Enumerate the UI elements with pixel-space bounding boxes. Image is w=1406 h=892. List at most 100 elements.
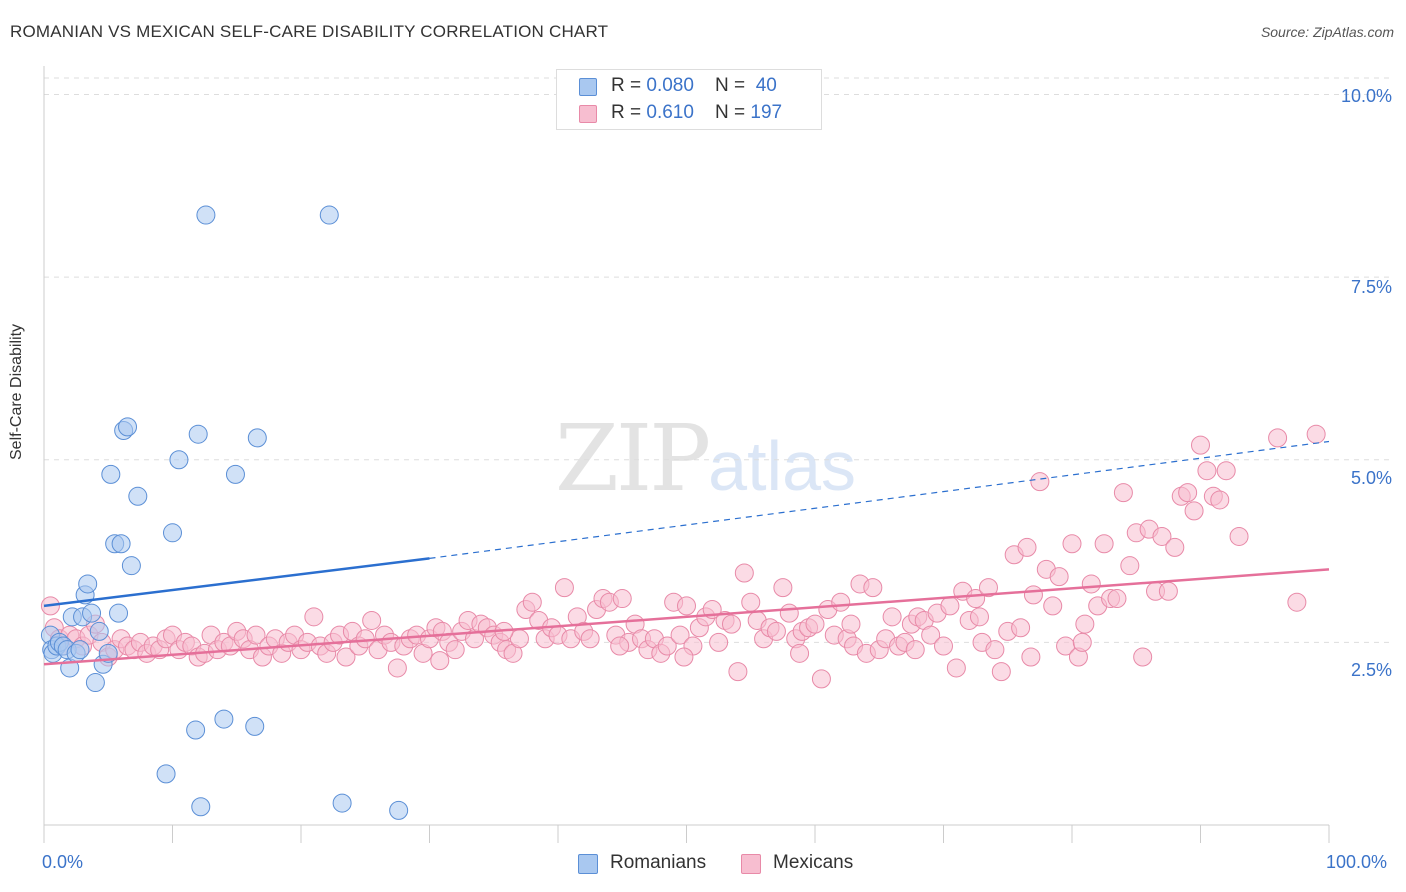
mexican-point — [304, 607, 324, 627]
legend-r-value-mexicans: 0.610 — [646, 102, 694, 123]
legend-n-label: N = — [715, 102, 751, 123]
bottom-legend-label-mexicans: Mexicans — [773, 852, 854, 873]
correlation-legend: R = 0.080 N = 40 R = 0.610 N = 197 — [556, 69, 822, 130]
watermark-zip: ZIP — [555, 405, 711, 512]
mexican-point — [863, 578, 883, 598]
mexican-point — [940, 596, 960, 616]
mexican-point — [841, 614, 861, 634]
romanian-point — [214, 709, 234, 729]
mexican-point — [1120, 556, 1140, 576]
mexican-point — [1158, 581, 1178, 601]
mexican-point — [734, 563, 754, 583]
y-tick-10-0: 10.0% — [1340, 86, 1392, 106]
y-tick-2-5: 2.5% — [1350, 660, 1392, 680]
mexican-point — [1197, 461, 1217, 481]
mexican-point — [709, 632, 729, 652]
mexican-point — [362, 610, 382, 630]
mexican-point — [882, 607, 902, 627]
mexican-point — [790, 643, 810, 663]
bottom-legend-label-romanians: Romanians — [610, 852, 707, 873]
mexican-point — [1178, 483, 1198, 503]
mexican-point — [773, 578, 793, 598]
romanian-point — [70, 640, 90, 660]
y-axis-label: Self-Care Disability — [8, 323, 25, 460]
romanian-point — [78, 574, 98, 594]
mexican-point — [246, 625, 266, 645]
legend-r-value-romanians: 0.080 — [646, 75, 694, 96]
mexican-point — [811, 669, 831, 689]
mexican-point — [430, 651, 450, 671]
mexican-point — [1072, 632, 1092, 652]
romanian-point — [121, 556, 141, 576]
romanian-point — [85, 673, 105, 693]
mexican-point — [1113, 483, 1133, 503]
legend-swatch-romanians — [579, 78, 597, 96]
mexican-point — [831, 592, 851, 612]
romanian-point — [245, 716, 265, 736]
mexican-point — [610, 636, 630, 656]
mexican-point — [921, 625, 941, 645]
x-tick-min: 0.0% — [42, 852, 84, 872]
legend-swatch-mexicans — [579, 105, 597, 123]
romanian-point — [196, 205, 216, 225]
mexican-point — [934, 636, 953, 656]
source-label: Source: ZipAtlas.com — [1260, 24, 1394, 40]
chart-title: ROMANIAN VS MEXICAN SELF-CARE DISABILITY… — [10, 22, 609, 41]
x-tick-max: 100.0% — [1326, 852, 1388, 872]
mexican-point — [905, 640, 925, 660]
y-tick-7-5: 7.5% — [1350, 277, 1392, 297]
mexican-point — [1229, 526, 1249, 546]
mexican-trend-line — [43, 568, 1330, 666]
romanian-point — [186, 720, 206, 740]
legend-n-label: N = — [715, 75, 751, 96]
mexican-point — [1107, 589, 1127, 609]
mexican-point — [612, 589, 632, 609]
bottom-legend-swatch-mexicans — [741, 854, 761, 874]
mexican-point — [1133, 647, 1153, 667]
mexican-point — [677, 596, 696, 616]
mexican-point — [522, 592, 542, 612]
mexican-point — [1287, 592, 1307, 612]
mexican-point — [1268, 428, 1288, 448]
mexican-point — [1081, 574, 1101, 594]
romanian-point — [109, 603, 129, 623]
romanian-point — [188, 424, 208, 444]
mexican-point — [670, 625, 690, 645]
romanian-point — [118, 417, 138, 437]
romanian-point — [389, 800, 409, 820]
romanian-point — [319, 205, 339, 225]
mexican-point — [985, 640, 1005, 660]
mexican-point — [1191, 435, 1210, 455]
watermark: ZIPatlas — [555, 405, 856, 512]
mexican-point — [1075, 614, 1095, 634]
mexican-point — [1184, 501, 1204, 521]
mexican-point — [978, 578, 998, 598]
mexican-point — [387, 658, 407, 678]
mexican-point — [779, 603, 799, 623]
romanian-point — [89, 621, 109, 641]
romanian-point — [128, 486, 148, 506]
mexican-point — [1017, 537, 1037, 557]
mexican-point — [1306, 424, 1326, 444]
romanian-point — [98, 643, 118, 663]
watermark-atlas: atlas — [708, 427, 857, 505]
mexican-point — [1011, 618, 1031, 638]
mexican-point — [1094, 534, 1114, 554]
mexican-point — [1030, 472, 1050, 492]
mexican-point — [946, 658, 966, 678]
mexican-point — [766, 621, 786, 641]
mexican-point — [1049, 567, 1069, 587]
legend-n-value-mexicans: 197 — [750, 102, 783, 123]
mexican-point — [969, 607, 989, 627]
legend-r-label: R = — [611, 75, 647, 96]
mexican-point — [1152, 526, 1172, 546]
romanian-trend-line — [43, 557, 430, 608]
mexican-point — [1062, 534, 1082, 554]
romanian-point — [111, 534, 131, 554]
mexican-point — [1216, 461, 1236, 481]
legend-n-value-romanians: 40 — [755, 75, 777, 96]
romanian-point — [247, 428, 267, 448]
mexican-point — [1043, 596, 1063, 616]
romanian-point — [82, 603, 102, 623]
